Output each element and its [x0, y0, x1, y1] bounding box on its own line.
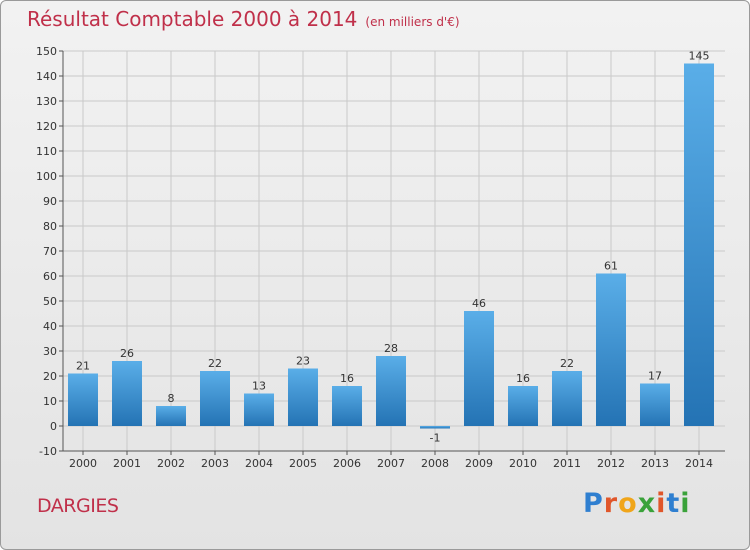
x-tick-label: 2000: [69, 457, 97, 470]
x-tick-label: 2008: [421, 457, 449, 470]
data-label-2005: 23: [296, 355, 310, 368]
y-tick-label: 30: [43, 345, 57, 358]
y-tick-label: 120: [36, 120, 57, 133]
x-tick-label: 2003: [201, 457, 229, 470]
bar-2013: [640, 383, 670, 426]
y-tick-label: 60: [43, 270, 57, 283]
data-label-2013: 17: [648, 370, 662, 383]
data-label-2002: 8: [168, 392, 175, 405]
title-unit: (en milliers d'€): [365, 15, 460, 29]
logo-letter: i: [680, 488, 691, 519]
data-label-2014: 145: [689, 50, 710, 63]
bar-2012: [596, 273, 626, 426]
bar-2000: [68, 373, 98, 426]
bar-2014: [684, 63, 714, 426]
x-tick-label: 2007: [377, 457, 405, 470]
bar-2008: [420, 426, 450, 429]
chart-title: Résultat Comptable 2000 à 2014 (en millie…: [27, 7, 460, 31]
bar-2004: [244, 393, 274, 426]
x-tick-label: 2014: [685, 457, 713, 470]
logo-letter: r: [603, 488, 619, 519]
y-tick-label: 80: [43, 220, 57, 233]
data-label-2012: 61: [604, 260, 618, 273]
y-tick-label: -10: [39, 445, 57, 458]
y-tick-label: 40: [43, 320, 57, 333]
bars: [68, 63, 714, 429]
bar-2003: [200, 371, 230, 426]
y-tick-label: 90: [43, 195, 57, 208]
data-label-2006: 16: [340, 372, 354, 385]
bar-2007: [376, 356, 406, 426]
y-tick-label: 0: [50, 420, 57, 433]
logo-letter: P: [583, 488, 604, 519]
x-tick-label: 2011: [553, 457, 581, 470]
bar-2009: [464, 311, 494, 426]
y-tick-label: 10: [43, 395, 57, 408]
x-tick-label: 2013: [641, 457, 669, 470]
logo-letter: o: [618, 488, 638, 519]
bar-2006: [332, 386, 362, 426]
x-tick-label: 2012: [597, 457, 625, 470]
x-tick-label: 2001: [113, 457, 141, 470]
data-label-2010: 16: [516, 372, 530, 385]
y-tick-label: 70: [43, 245, 57, 258]
data-label-2008: -1: [430, 432, 441, 445]
bar-2011: [552, 371, 582, 426]
data-label-2003: 22: [208, 357, 222, 370]
data-label-2007: 28: [384, 342, 398, 355]
y-tick-label: 130: [36, 95, 57, 108]
x-tick-label: 2002: [157, 457, 185, 470]
title-text: Résultat Comptable 2000 à 2014: [27, 7, 358, 31]
y-tick-label: 50: [43, 295, 57, 308]
axes: -10 0 10 20 30 40 50 60 70 80 90 100 110 120 130 140 150…: [36, 45, 725, 470]
logo-letter: i: [656, 488, 667, 519]
data-label-2011: 22: [560, 357, 574, 370]
data-label-2000: 21: [76, 360, 90, 373]
x-tick-label: 2010: [509, 457, 537, 470]
y-tick-label: 140: [36, 70, 57, 83]
y-tick-label: 20: [43, 370, 57, 383]
y-tick-label: 100: [36, 170, 57, 183]
y-tick-label: 150: [36, 45, 57, 58]
x-tick-label: 2004: [245, 457, 273, 470]
commune-name: DARGIES: [37, 495, 119, 517]
bar-2002: [156, 406, 186, 426]
data-labels: 21 26 8 22 13 23 16 28 -1 46 16 22 61 17 145: [76, 50, 710, 445]
bar-2010: [508, 386, 538, 426]
x-tick-label: 2009: [465, 457, 493, 470]
data-label-2004: 13: [252, 380, 266, 393]
data-label-2001: 26: [120, 347, 134, 360]
bar-2005: [288, 368, 318, 426]
data-label-2009: 46: [472, 297, 486, 310]
logo-letter: x: [637, 488, 657, 519]
logo-letter: t: [666, 488, 681, 519]
bar-2001: [112, 361, 142, 426]
x-tick-label: 2006: [333, 457, 361, 470]
y-tick-label: 110: [36, 145, 57, 158]
x-tick-label: 2005: [289, 457, 317, 470]
proxiti-logo: Proxiti: [583, 488, 691, 519]
